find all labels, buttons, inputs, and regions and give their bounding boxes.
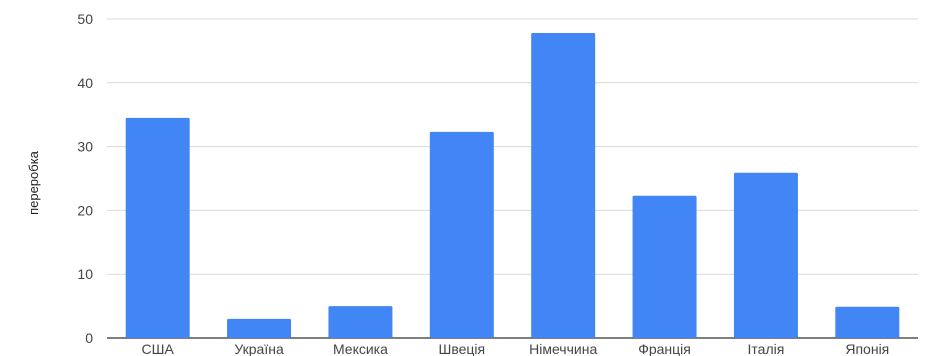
y-tick-label: 20 [77, 202, 93, 218]
y-axis-ticks: 0 10 20 30 40 50 [77, 11, 93, 346]
y-tick-label: 50 [77, 11, 93, 27]
x-tick-label: Мексика [333, 341, 388, 356]
y-axis-title: переробка [26, 150, 41, 215]
bar [429, 131, 494, 338]
bar [125, 117, 190, 338]
bar [531, 33, 596, 338]
bars [125, 33, 900, 338]
y-tick-label: 30 [77, 139, 93, 155]
x-tick-label: Франція [638, 341, 691, 356]
y-tick-label: 0 [85, 330, 93, 346]
x-tick-label: Італія [748, 341, 785, 356]
x-tick-label: Японія [845, 341, 889, 356]
bar [733, 172, 798, 338]
x-tick-label: Україна [234, 341, 284, 356]
bar [835, 306, 900, 338]
x-tick-label: США [142, 341, 175, 356]
y-tick-label: 10 [77, 266, 93, 282]
y-tick-label: 40 [77, 75, 93, 91]
bar [328, 306, 393, 338]
x-tick-label: Швеція [439, 341, 486, 356]
x-axis-ticks: США Україна Мексика Швеція Німеччина Франція І… [142, 341, 890, 356]
bar [227, 318, 292, 338]
bar [632, 195, 697, 338]
x-tick-label: Німеччина [529, 341, 597, 356]
